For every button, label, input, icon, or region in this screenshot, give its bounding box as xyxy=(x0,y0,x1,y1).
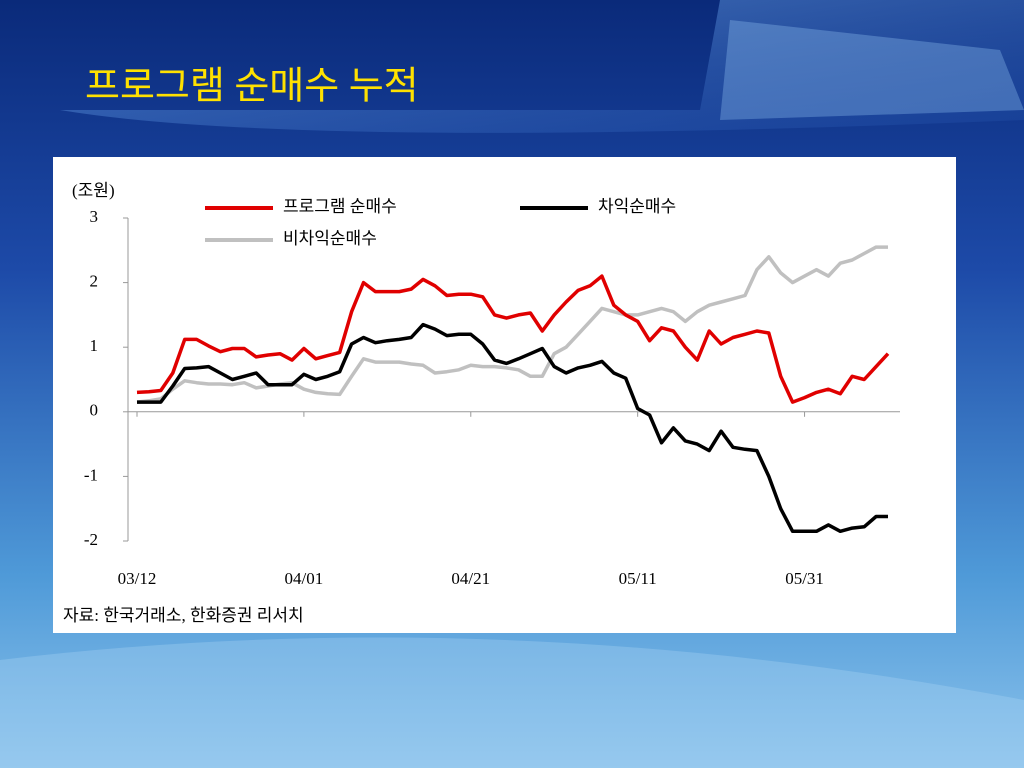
y-tick-label: 1 xyxy=(90,336,99,355)
x-tick-label: 05/31 xyxy=(785,569,824,588)
y-tick-label: 3 xyxy=(90,207,99,226)
chart-panel xyxy=(53,157,956,633)
legend-label: 프로그램 순매수 xyxy=(283,197,397,216)
series-line xyxy=(137,322,888,534)
y-tick-label: 0 xyxy=(90,401,99,420)
y-tick-label: 2 xyxy=(90,272,99,291)
y-axis-label: (조원) xyxy=(72,181,115,200)
series-line xyxy=(136,274,890,404)
x-tick-label: 03/12 xyxy=(118,569,157,588)
decoration xyxy=(0,637,1024,768)
slide-title: 프로그램 순매수 누적 xyxy=(85,66,419,108)
x-tick-label: 04/01 xyxy=(285,569,324,588)
legend-label: 비차익순매수 xyxy=(283,229,377,248)
series-line xyxy=(136,245,888,404)
x-tick-label: 04/21 xyxy=(451,569,490,588)
decoration xyxy=(60,0,1024,133)
x-tick-label: 05/11 xyxy=(619,569,657,588)
y-tick-label: -2 xyxy=(84,530,98,549)
source-note: 자료: 한국거래소, 한화증권 리서치 xyxy=(63,606,304,625)
y-tick-label: -1 xyxy=(84,465,98,484)
legend-label: 차익순매수 xyxy=(598,197,676,216)
decoration xyxy=(720,20,1024,120)
